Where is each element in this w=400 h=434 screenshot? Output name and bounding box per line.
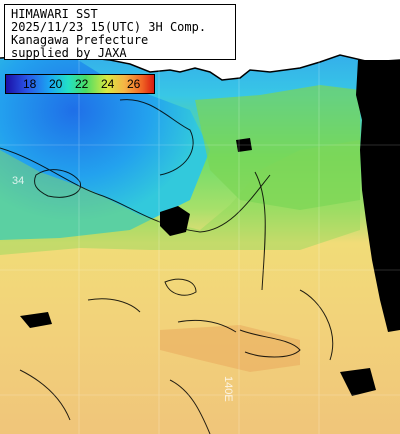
credit-line: supplied by JAXA [11, 46, 127, 60]
cloud-mask-se [340, 368, 376, 396]
cloud-mask-east [356, 60, 400, 332]
region-line: Kanagawa Prefecture [11, 33, 149, 47]
longitude-label: 140E [222, 376, 234, 402]
scale-tick-18: 18 [23, 77, 37, 91]
color-scale-bar: 18 20 22 24 26 [5, 74, 155, 94]
eastern-green-water [195, 85, 360, 210]
scale-tick-26: 26 [127, 77, 141, 91]
scale-tick-24: 24 [101, 77, 115, 91]
cloud-mask-bay [236, 138, 252, 152]
scale-tick-20: 20 [49, 77, 63, 91]
sst-contours [0, 99, 334, 434]
latitude-label: 34 [12, 175, 25, 187]
cloud-mask-southwest [20, 312, 52, 328]
cool-water-region [0, 55, 210, 240]
title-line: HIMAWARI SST [11, 7, 98, 21]
date-line: 2025/11/23 15(UTC) 3H Comp. [11, 20, 207, 34]
scale-tick-22: 22 [75, 77, 89, 91]
title-box: HIMAWARI SST 2025/11/23 15(UTC) 3H Comp.… [4, 4, 236, 60]
